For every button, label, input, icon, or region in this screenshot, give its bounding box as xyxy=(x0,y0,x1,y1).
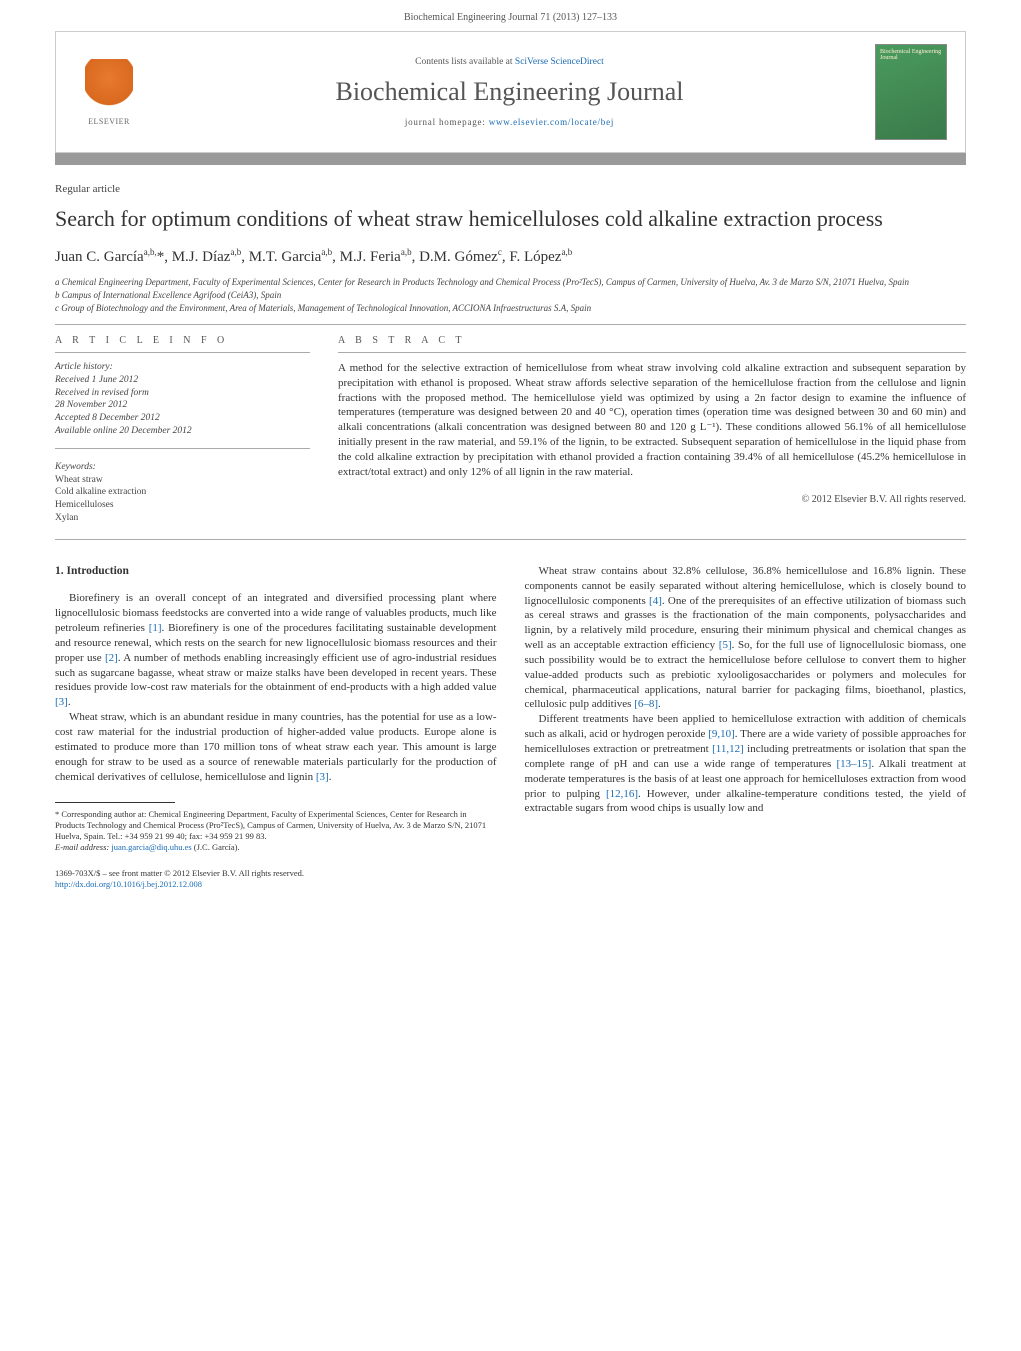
cover-label: Biochemical Engineering Journal xyxy=(880,49,941,61)
keyword-item: Xylan xyxy=(55,512,310,525)
history-line: Accepted 8 December 2012 xyxy=(55,412,310,425)
abstract-copyright: © 2012 Elsevier B.V. All rights reserved… xyxy=(338,494,966,505)
history-line: 28 November 2012 xyxy=(55,399,310,412)
footnote-separator xyxy=(55,802,175,803)
article-type: Regular article xyxy=(55,183,966,195)
intro-para-1: Biorefinery is an overall concept of an … xyxy=(55,591,497,710)
front-matter-line: 1369-703X/$ – see front matter © 2012 El… xyxy=(55,868,966,879)
ref-link[interactable]: [3] xyxy=(316,771,329,783)
history-line: Available online 20 December 2012 xyxy=(55,425,310,438)
keyword-item: Wheat straw xyxy=(55,474,310,487)
abstract-text: A method for the selective extraction of… xyxy=(338,361,966,480)
introduction-heading: 1. Introduction xyxy=(55,564,497,580)
keyword-item: Cold alkaline extraction xyxy=(55,486,310,499)
ref-link[interactable]: [11,12] xyxy=(712,743,744,755)
affiliation-line: b Campus of International Excellence Agr… xyxy=(55,289,966,301)
contents-available-line: Contents lists available at SciVerse Sci… xyxy=(144,57,875,67)
abstract-column: A B S T R A C T A method for the selecti… xyxy=(338,335,966,525)
journal-header-center: Contents lists available at SciVerse Sci… xyxy=(144,57,875,127)
ref-link[interactable]: [6–8] xyxy=(634,698,658,710)
body-two-column: 1. Introduction Biorefinery is an overal… xyxy=(55,564,966,854)
sciencedirect-link[interactable]: SciVerse ScienceDirect xyxy=(515,57,604,67)
email-label: E-mail address: xyxy=(55,842,111,852)
journal-cover-thumbnail: Biochemical Engineering Journal xyxy=(875,44,947,140)
corresponding-author-footnote: * Corresponding author at: Chemical Engi… xyxy=(55,809,497,853)
ref-link[interactable]: [12,16] xyxy=(606,788,638,800)
paper-title: Search for optimum conditions of wheat s… xyxy=(55,205,966,233)
journal-homepage-line: journal homepage: www.elsevier.com/locat… xyxy=(144,117,875,127)
header-rule xyxy=(55,153,966,165)
ref-link[interactable]: [1] xyxy=(149,622,162,634)
info-divider xyxy=(55,448,310,449)
intro-para-2: Wheat straw, which is an abundant residu… xyxy=(55,710,497,784)
journal-header-box: ELSEVIER Contents lists available at Sci… xyxy=(55,31,966,153)
history-label: Article history: xyxy=(55,362,113,372)
divider xyxy=(55,324,966,325)
email-suffix: (J.C. García). xyxy=(192,842,240,852)
corr-author-text: * Corresponding author at: Chemical Engi… xyxy=(55,809,497,842)
intro-para-4: Different treatments have been applied t… xyxy=(525,712,967,816)
elsevier-tree-icon xyxy=(85,59,133,115)
article-info-heading: A R T I C L E I N F O xyxy=(55,335,310,346)
corr-author-email-link[interactable]: juan.garcia@diq.uhu.es xyxy=(111,842,191,852)
homepage-prefix: journal homepage: xyxy=(405,117,489,127)
divider xyxy=(55,539,966,540)
affiliation-line: c Group of Biotechnology and the Environ… xyxy=(55,302,966,314)
authors-line: Juan C. Garcíaa,b,*, M.J. Díaza,b, M.T. … xyxy=(55,247,966,266)
ref-link[interactable]: [9,10] xyxy=(708,728,735,740)
keyword-item: Hemicelluloses xyxy=(55,499,310,512)
page-footer: 1369-703X/$ – see front matter © 2012 El… xyxy=(55,868,966,890)
info-rule xyxy=(55,352,310,353)
article-info-column: A R T I C L E I N F O Article history: R… xyxy=(55,335,310,525)
affiliations: a Chemical Engineering Department, Facul… xyxy=(55,276,966,314)
ref-link[interactable]: [5] xyxy=(719,639,732,651)
abstract-rule xyxy=(338,352,966,353)
doi-link[interactable]: http://dx.doi.org/10.1016/j.bej.2012.12.… xyxy=(55,879,202,889)
ref-link[interactable]: [13–15] xyxy=(837,758,872,770)
affiliation-line: a Chemical Engineering Department, Facul… xyxy=(55,276,966,288)
contents-prefix: Contents lists available at xyxy=(415,57,515,67)
ref-link[interactable]: [4] xyxy=(649,595,662,607)
running-head: Biochemical Engineering Journal 71 (2013… xyxy=(0,0,1021,31)
keywords-label: Keywords: xyxy=(55,461,310,474)
journal-homepage-link[interactable]: www.elsevier.com/locate/bej xyxy=(489,117,614,127)
elsevier-wordmark: ELSEVIER xyxy=(88,117,130,126)
history-line: Received 1 June 2012 xyxy=(55,374,310,387)
journal-title: Biochemical Engineering Journal xyxy=(144,77,875,107)
elsevier-logo: ELSEVIER xyxy=(74,47,144,137)
intro-para-3: Wheat straw contains about 32.8% cellulo… xyxy=(525,564,967,712)
article-info-block: Article history: Received 1 June 2012Rec… xyxy=(55,361,310,525)
history-line: Received in revised form xyxy=(55,387,310,400)
ref-link[interactable]: [2] xyxy=(105,652,118,664)
ref-link[interactable]: [3] xyxy=(55,696,68,708)
abstract-heading: A B S T R A C T xyxy=(338,335,966,346)
